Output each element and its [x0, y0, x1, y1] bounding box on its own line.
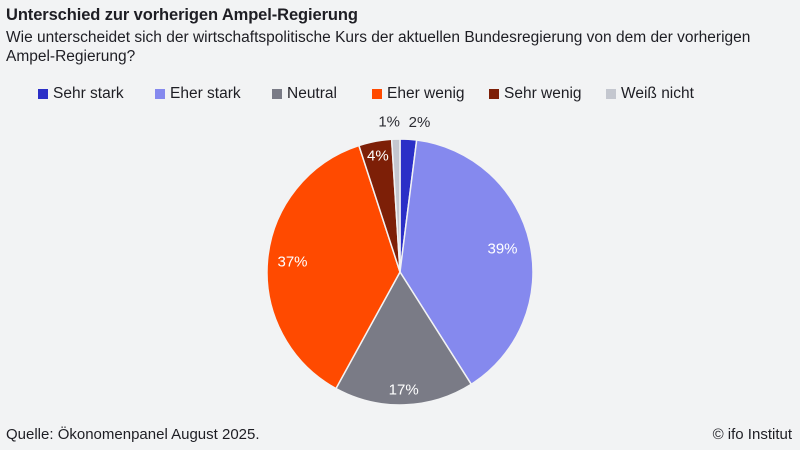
pie-slice-weiß-nicht	[390, 138, 401, 273]
legend-label: Weiß nicht	[621, 85, 694, 102]
legend-item-weiß-nicht: Weiß nicht	[606, 85, 706, 103]
legend-swatch	[272, 89, 282, 99]
legend-label: Eher stark	[170, 85, 241, 102]
legend-item-eher-stark: Eher stark	[155, 85, 272, 103]
legend-item-eher-wenig: Eher wenig	[372, 85, 489, 103]
legend-item-sehr-stark: Sehr stark	[38, 85, 155, 103]
data-label-weiß-nicht: 1%	[378, 114, 400, 131]
data-label-eher-stark: 39%	[487, 241, 517, 258]
pie-slice-eher-wenig	[266, 144, 401, 390]
data-label-sehr-stark: 2%	[409, 114, 431, 131]
legend-swatch	[606, 89, 616, 99]
legend: Sehr stark Eher stark Neutral Eher wenig Seh…	[38, 85, 706, 103]
chart-subtitle: Wie unterscheidet sich der wirtschaftspo…	[6, 29, 751, 65]
legend-label: Sehr stark	[53, 85, 124, 102]
source-note: Quelle: Ökonomenpanel August 2025.	[6, 426, 260, 443]
legend-label: Neutral	[287, 85, 337, 102]
legend-item-sehr-wenig: Sehr wenig	[489, 85, 606, 103]
data-label-neutral: 17%	[389, 381, 419, 398]
pie-slice-neutral	[334, 270, 473, 406]
legend-label: Sehr wenig	[504, 85, 582, 102]
legend-swatch	[372, 89, 382, 99]
copyright-brand: © ifo Institut	[712, 426, 792, 443]
legend-swatch	[155, 89, 165, 99]
data-label-eher-wenig: 37%	[277, 253, 307, 270]
legend-item-neutral: Neutral	[272, 85, 372, 103]
legend-label: Eher wenig	[387, 85, 465, 102]
chart-title: Unterschied zur vorherigen Ampel-Regieru…	[6, 6, 358, 24]
data-label-sehr-wenig: 4%	[367, 148, 389, 165]
legend-swatch	[38, 89, 48, 99]
legend-swatch	[489, 89, 499, 99]
